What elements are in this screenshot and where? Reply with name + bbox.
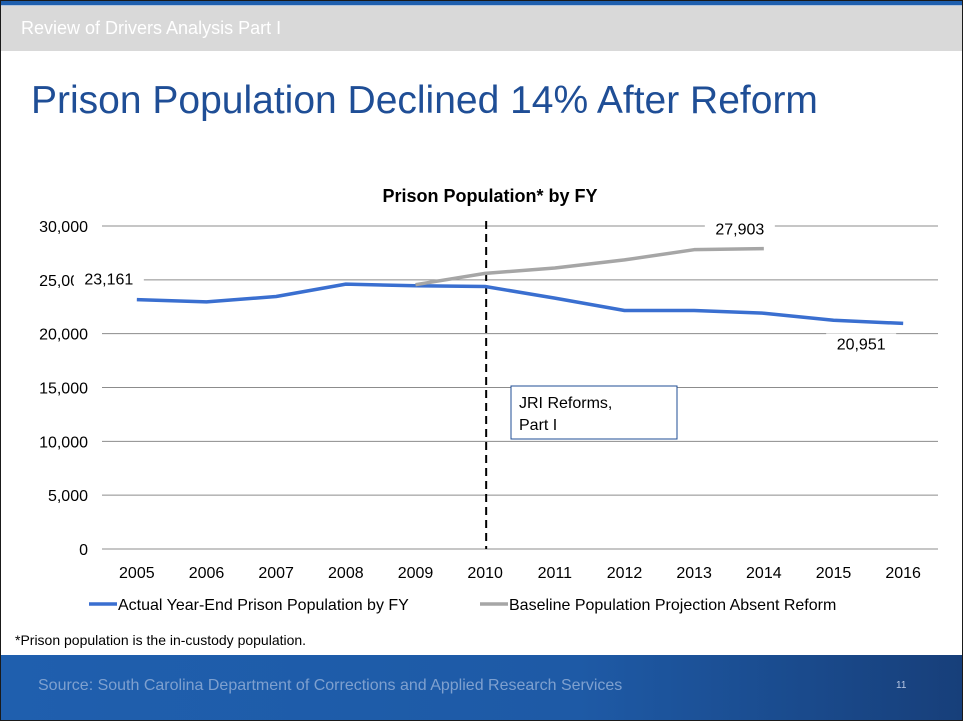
y-tick-label: 20,000 bbox=[39, 327, 88, 344]
x-tick-label: 2014 bbox=[746, 565, 782, 582]
top-accent-line bbox=[1, 1, 962, 5]
data-label: 23,161 bbox=[84, 272, 133, 289]
x-tick-label: 2011 bbox=[538, 565, 573, 582]
footnote: *Prison population is the in-custody pop… bbox=[15, 632, 307, 648]
annotation-text-line1: JRI Reforms, bbox=[519, 395, 612, 412]
data-label-bg bbox=[704, 218, 775, 240]
x-tick-label: 2008 bbox=[328, 565, 364, 582]
x-tick-label: 2010 bbox=[467, 565, 503, 582]
data-label-bg bbox=[826, 333, 897, 355]
x-tick-label: 2016 bbox=[885, 565, 921, 582]
chart-title: Prison Population* by FY bbox=[382, 186, 597, 206]
x-tick-label: 2005 bbox=[119, 565, 155, 582]
x-tick-label: 2013 bbox=[676, 565, 712, 582]
legend: Actual Year-End Prison Population by FY … bbox=[89, 597, 836, 614]
x-tick-label: 2006 bbox=[189, 565, 225, 582]
x-tick-label: 2015 bbox=[816, 565, 852, 582]
section-header: Review of Drivers Analysis Part I bbox=[21, 18, 282, 38]
y-tick-label: 5,000 bbox=[48, 488, 88, 505]
y-tick-label: 30,000 bbox=[39, 219, 88, 236]
data-label: 20,951 bbox=[837, 336, 886, 353]
series-layer bbox=[136, 246, 904, 326]
legend-label-actual: Actual Year-End Prison Population by FY bbox=[118, 597, 409, 614]
y-tick-label: 10,000 bbox=[39, 434, 88, 451]
x-tick-label: 2009 bbox=[398, 565, 434, 582]
page-number: 11 bbox=[896, 680, 907, 691]
y-tick-label: 0 bbox=[79, 542, 88, 559]
x-tick-label: 2012 bbox=[607, 565, 643, 582]
x-tick-label: 2007 bbox=[258, 565, 294, 582]
series-line-actual bbox=[136, 282, 904, 326]
series-line-baseline bbox=[415, 246, 764, 287]
annotation-group: JRI Reforms, Part I bbox=[485, 221, 678, 549]
slide-title: Prison Population Declined 14% After Ref… bbox=[31, 79, 818, 122]
header-band bbox=[1, 5, 962, 51]
data-label: 27,903 bbox=[715, 222, 764, 239]
data-labels: 23,161 27,903 20,951 bbox=[73, 218, 897, 355]
gridlines bbox=[102, 225, 938, 550]
line-chart: Prison Population* by FY 0 5,000 10,000 15,… bbox=[39, 186, 938, 614]
annotation-box bbox=[510, 385, 678, 440]
footer-band bbox=[1, 655, 962, 720]
x-axis-ticks: 2005 2006 2007 2008 2009 2010 2011 2012 2013 2014… bbox=[119, 565, 921, 582]
legend-label-baseline: Baseline Population Projection Absent Re… bbox=[509, 597, 836, 614]
y-tick-label: 15,000 bbox=[39, 381, 88, 398]
annotation-text-line2: Part I bbox=[519, 417, 557, 434]
source-citation: Source: South Carolina Department of Cor… bbox=[38, 677, 623, 694]
data-label-bg bbox=[73, 268, 144, 290]
